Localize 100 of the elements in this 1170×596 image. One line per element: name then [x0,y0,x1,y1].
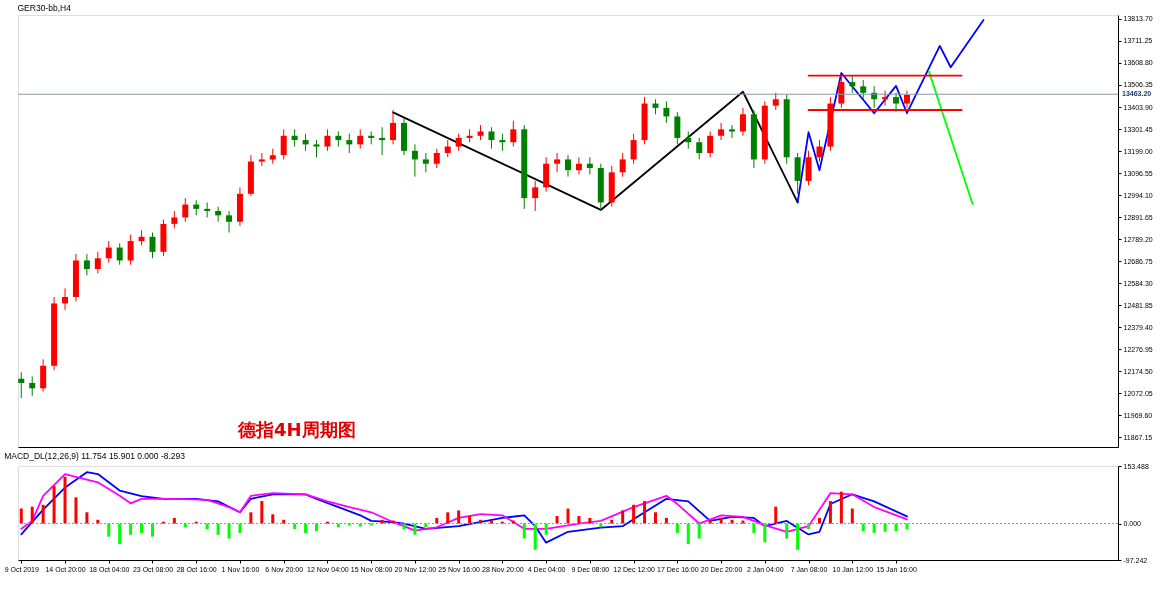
bar [752,523,756,533]
candlestick [794,152,801,195]
line-series [20,471,908,544]
bar [643,501,647,524]
bar [883,523,887,532]
candlestick [729,124,736,139]
bar [358,523,362,527]
bar [282,519,286,524]
candlestick [29,376,36,397]
candlestick [324,128,331,152]
chart-title: MACD_DL(12,26,9) 11.754 15.901 0.000 -8.293 [4,450,186,461]
bar [621,510,625,524]
bar [610,519,614,524]
bar [140,523,144,533]
bar [632,504,636,524]
candlestick [390,109,397,145]
bar [533,523,537,550]
line-series [392,90,799,211]
bar [785,523,789,539]
bar [172,517,176,524]
bar [380,519,384,524]
candlestick [18,371,25,399]
candlestick [422,152,429,173]
bar [118,523,122,545]
candlestick [586,156,593,175]
bar [63,476,67,524]
bar [457,510,461,524]
candlestick [630,133,637,165]
candlestick [379,126,386,156]
bar [555,516,559,524]
bar [85,512,89,524]
candlestick [739,107,746,137]
candlestick [619,152,626,178]
candlestick [280,128,287,160]
bar [817,517,821,524]
candlestick [532,180,539,212]
bar [304,523,308,533]
bar [216,523,220,535]
bar [271,514,275,524]
line-series [20,473,908,533]
bar [107,523,111,537]
candlestick [575,156,582,175]
bar [839,491,843,524]
bar [763,523,767,543]
candlestick [718,122,725,141]
bar [708,519,712,524]
bar [566,508,570,524]
bar [544,523,548,535]
candlestick [707,130,714,158]
bar [446,512,450,524]
candlestick [62,287,69,311]
bar [850,508,854,524]
bar [796,523,800,550]
bar [828,501,832,524]
candlestick [488,126,495,150]
candlestick [565,154,571,178]
candlestick [805,150,812,186]
candlestick [127,234,134,266]
line-series [796,19,985,204]
candlestick [860,79,867,100]
bar [227,523,231,539]
bar [19,508,23,524]
bar [675,523,679,533]
bar [861,523,865,532]
bar [697,523,701,539]
candlestick [816,139,823,163]
bar [52,486,56,524]
chart-title: GER30-bb,H4 [17,3,72,14]
candlestick [215,206,222,223]
bar [260,501,264,524]
candlestick [882,90,889,107]
candlestick [543,156,550,193]
bar [577,516,581,524]
candlestick [357,128,364,150]
candlestick [696,137,703,160]
bar [774,506,778,524]
candlestick [226,210,233,233]
annotation: 德指4H周期图 [237,419,356,440]
bar [129,523,133,535]
bar [249,512,253,524]
bar [413,523,417,535]
bar [872,523,876,533]
bar [468,516,472,524]
candlestick [83,253,90,276]
candlestick [663,100,670,124]
bar [522,523,526,539]
candlestick [411,143,418,178]
bar [238,523,242,533]
candlestick [40,358,47,393]
bar [74,497,78,524]
bar [686,523,690,545]
bar [315,523,319,532]
candlestick [554,152,561,173]
candlestick [346,133,353,154]
candlestick [149,232,156,259]
candlestick [893,92,900,113]
candlestick [116,242,123,266]
bar [664,517,668,524]
bar [41,504,45,524]
bar [150,523,154,537]
